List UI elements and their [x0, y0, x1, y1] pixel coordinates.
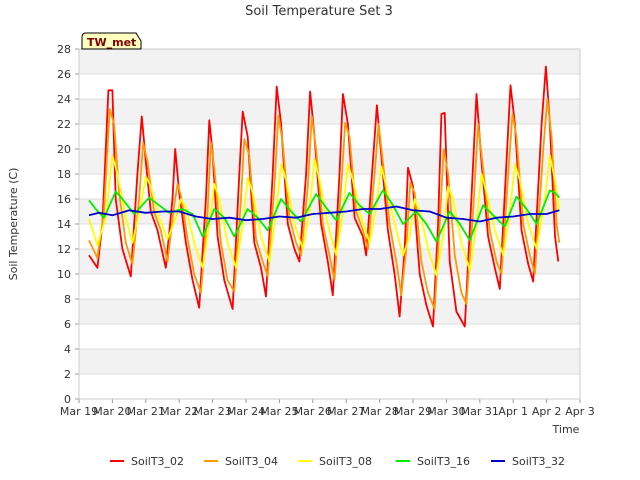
- y-tick-label: 12: [57, 243, 71, 256]
- y-tick-label: 18: [57, 168, 71, 181]
- x-tick-label: Apr 2: [532, 405, 562, 418]
- plot-background: [79, 48, 580, 400]
- x-tick-label: Mar 27: [327, 405, 365, 418]
- series-line-soilt3_32: [88, 205, 560, 223]
- y-tick-label: 26: [57, 68, 71, 81]
- series-line-soilt3_08: [88, 154, 561, 277]
- y-tick-label: 22: [57, 118, 71, 131]
- series-line-soilt3_16: [88, 189, 560, 243]
- grid-band: [79, 299, 580, 324]
- y-tick-label: 24: [57, 93, 71, 106]
- x-tick-label: Mar 19: [60, 405, 98, 418]
- legend-item-label: SoilT3_16: [417, 455, 470, 468]
- legend-item-label: SoilT3_32: [512, 455, 565, 468]
- y-tick-label: 8: [64, 293, 71, 306]
- x-tick-label: Mar 21: [127, 405, 165, 418]
- y-tick-label: 14: [57, 218, 71, 231]
- grid-band: [79, 74, 580, 99]
- x-tick-label: Mar 28: [360, 405, 398, 418]
- badge-shape: [81, 32, 142, 50]
- plot-border: [78, 48, 581, 400]
- y-tick-label: 28: [57, 43, 71, 56]
- y-tick-label: 2: [64, 368, 71, 381]
- y-axis-label: Soil Temperature (C): [7, 168, 20, 281]
- y-tick-label: 4: [64, 343, 71, 356]
- legend-item-label: SoilT3_08: [319, 455, 372, 468]
- x-tick-label: Mar 25: [260, 405, 298, 418]
- y-tick-label: 20: [57, 143, 71, 156]
- x-tick-label: Mar 22: [160, 405, 198, 418]
- grid-band: [79, 124, 580, 149]
- legend-item-label: SoilT3_04: [225, 455, 278, 468]
- grid-band: [79, 49, 580, 74]
- grid-band: [79, 174, 580, 199]
- x-tick-label: Mar 23: [193, 405, 231, 418]
- chart-title: Soil Temperature Set 3: [245, 4, 393, 19]
- grid-band: [79, 349, 580, 374]
- series-line-soilt3_04: [88, 98, 561, 310]
- x-tick-label: Apr 3: [565, 405, 595, 418]
- plot-frame: [78, 48, 581, 400]
- x-axis-label: Time: [552, 423, 580, 436]
- x-tick-label: Mar 29: [394, 405, 432, 418]
- y-tick-label: 6: [64, 318, 71, 331]
- grid-band: [79, 374, 580, 399]
- y-tick-label: 0: [64, 393, 71, 406]
- grid-band: [79, 324, 580, 349]
- legend: SoilT3_02 SoilT3_04 SoilT3_08 SoilT3_16 Soil…: [110, 455, 565, 468]
- y-tick-label: 10: [57, 268, 71, 281]
- x-tick-label: Mar 31: [461, 405, 499, 418]
- x-tick-label: Mar 26: [294, 405, 332, 418]
- x-tick-label: Apr 1: [498, 405, 528, 418]
- legend-item-label: SoilT3_02: [131, 455, 184, 468]
- grid-band: [79, 99, 580, 124]
- station-badge: TW_met: [81, 32, 142, 50]
- x-tick-label: Mar 24: [227, 405, 265, 418]
- x-tick-label: Mar 30: [427, 405, 465, 418]
- series-lines: [88, 65, 561, 328]
- y-tick-label: 16: [57, 193, 71, 206]
- badge-label: TW_met: [87, 36, 136, 49]
- x-tick-label: Mar 20: [93, 405, 131, 418]
- grid-band: [79, 149, 580, 174]
